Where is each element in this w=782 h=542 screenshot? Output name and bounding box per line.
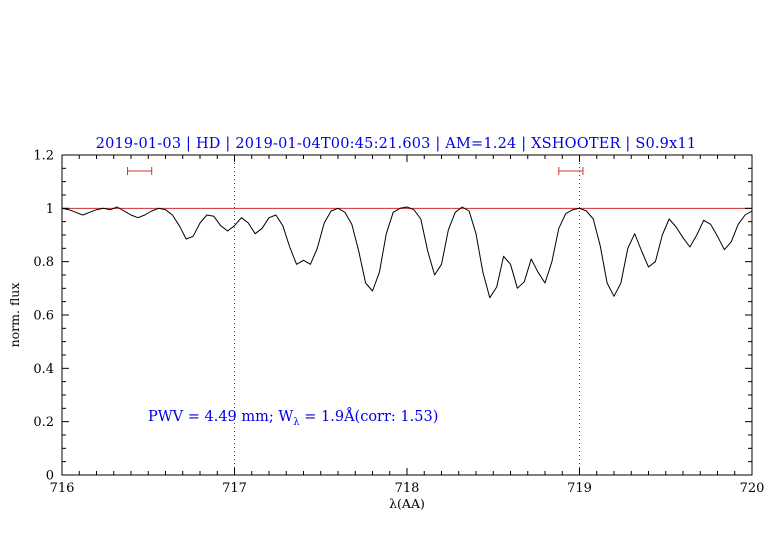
y-tick-label: 0.4 bbox=[33, 362, 54, 377]
tick-labels: 716 717 718 719 720 0 0.2 0.4 0.6 0.8 1 1.2 bbox=[33, 149, 764, 497]
x-tick-label: 716 bbox=[50, 481, 75, 496]
y-axis-label: norm. flux bbox=[7, 283, 22, 348]
x-tick-label: 717 bbox=[222, 481, 247, 496]
pwv-annotation: PWV = 4.49 mm; Wλ = 1.9Å(corr: 1.53) bbox=[148, 409, 438, 428]
y-tick-label: 0.6 bbox=[33, 309, 54, 324]
x-tick-label: 719 bbox=[567, 481, 592, 496]
pwv-annotation-subscript: λ bbox=[293, 416, 300, 428]
spectrum-line bbox=[61, 206, 753, 299]
y-tick-label: 0 bbox=[46, 469, 54, 484]
plot-title: 2019-01-03 | HD | 2019-01-04T00:45:21.60… bbox=[95, 136, 697, 152]
interval-markers bbox=[127, 167, 584, 175]
x-axis-label: λ(AA) bbox=[389, 496, 425, 511]
gridlines bbox=[234, 155, 580, 475]
y-tick-label: 0.2 bbox=[33, 415, 54, 430]
y-tick-label: 0.8 bbox=[33, 255, 54, 270]
x-tick-label: 720 bbox=[740, 481, 765, 496]
y-tick-label: 1 bbox=[46, 202, 54, 217]
axis-ticks bbox=[61, 154, 753, 476]
pwv-annotation-suffix: = 1.9Å(corr: 1.53) bbox=[299, 409, 439, 425]
x-tick-label: 718 bbox=[395, 481, 420, 496]
pwv-annotation-prefix: PWV = 4.49 mm; W bbox=[148, 409, 294, 425]
y-tick-label: 1.2 bbox=[33, 149, 54, 164]
